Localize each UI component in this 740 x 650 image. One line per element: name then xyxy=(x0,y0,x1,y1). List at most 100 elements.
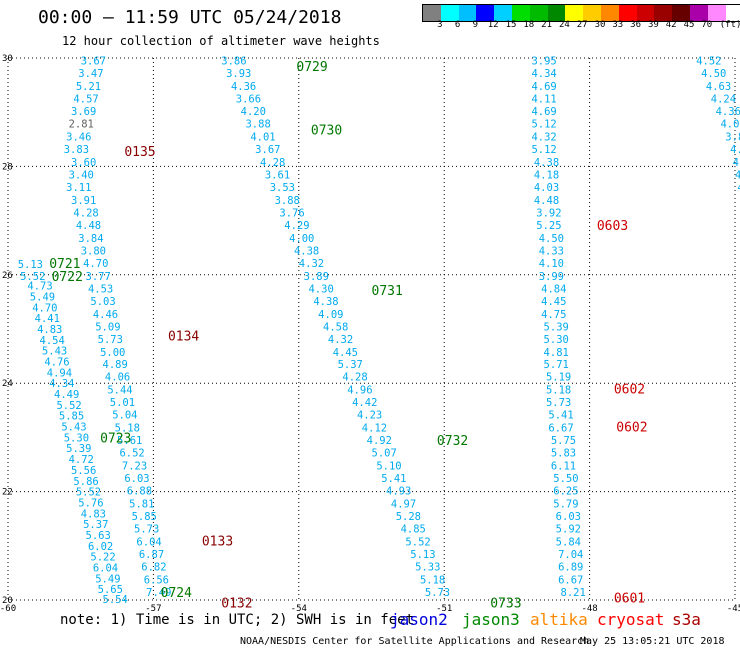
wave-height-value: 3.80 xyxy=(81,245,106,257)
wave-height-value: 4.38 xyxy=(534,157,559,169)
wave-height-value: 4.50 xyxy=(539,233,564,245)
wave-height-value: 4.34 xyxy=(49,378,74,390)
wave-height-value: 4.30 xyxy=(308,283,333,295)
wave-height-value: 5.71 xyxy=(544,359,569,371)
wave-height-value: 4.75 xyxy=(541,309,566,321)
wave-height-value: 5.41 xyxy=(548,410,573,422)
wave-height-value: 3.47 xyxy=(78,68,103,80)
wave-height-value: 4.50 xyxy=(701,68,726,80)
legend-cryosat: cryosat xyxy=(597,610,665,629)
wave-height-value: 5.09 xyxy=(95,321,120,333)
color-swatch xyxy=(600,5,619,21)
wave-height-value: 3.91 xyxy=(71,195,96,207)
wave-height-value: 5.49 xyxy=(30,291,55,303)
pass-time-label: 0729 xyxy=(296,60,327,75)
color-scale-labels: 3 6 9 12 15 18 21 24 27 30 33 36 39 42 45 70 (ft) xyxy=(422,20,740,34)
wave-height-value: 5.18 xyxy=(420,574,445,586)
lon-tick-label: -45 xyxy=(727,604,740,614)
units-note: note: 1) Time is in UTC; 2) SWH is in fe… xyxy=(60,612,415,628)
wave-height-value: 3.46 xyxy=(66,132,91,144)
wave-height-value: 4.09 xyxy=(318,309,343,321)
wave-height-value: 4.92 xyxy=(367,435,392,447)
wave-height-value: 4.57 xyxy=(73,94,98,106)
wave-height-value: 4.69 xyxy=(531,106,556,118)
page-title: 00:00 — 11:59 UTC 05/24/2018 xyxy=(38,7,342,28)
wave-height-value: 4.10 xyxy=(539,258,564,270)
wave-height-value: 7.04 xyxy=(558,549,583,561)
wave-height-value: 5.75 xyxy=(551,435,576,447)
color-swatch xyxy=(636,5,655,21)
wave-height-value: 8.21 xyxy=(561,587,586,599)
wave-height-value: 4.53 xyxy=(88,283,113,295)
lat-tick-label: 22 xyxy=(2,488,13,498)
wave-height-value: 6.67 xyxy=(558,574,583,586)
wave-height-value: 5.63 xyxy=(86,530,111,542)
lat-tick-label: 28 xyxy=(2,162,13,172)
wave-height-value: 4.45 xyxy=(541,296,566,308)
wave-height-value: 6.25 xyxy=(553,486,578,498)
wave-height-value: 5.54 xyxy=(103,594,128,606)
wave-height-value: 4.29 xyxy=(284,220,309,232)
legend-s3a: s3a xyxy=(672,610,701,629)
wave-height-value: 5.73 xyxy=(134,523,159,535)
wave-height-value: 4.70 xyxy=(83,258,108,270)
wave-height-value: 4.32 xyxy=(328,334,353,346)
wave-height-value: 4.70 xyxy=(32,302,57,314)
pass-time-label: 0722 xyxy=(52,270,83,285)
wave-height-value: 4.84 xyxy=(541,283,566,295)
wave-height-value: 5.18 xyxy=(546,385,571,397)
wave-height-value: 5.07 xyxy=(372,448,397,460)
lat-tick-label: 24 xyxy=(2,379,13,389)
lat-tick-label: 26 xyxy=(2,271,13,281)
color-scale-label: 70 xyxy=(701,20,713,30)
wave-height-value: 4.85 xyxy=(401,523,426,535)
color-swatch xyxy=(583,5,601,21)
wave-height-value: 3.84 xyxy=(78,233,103,245)
wave-height-value: 6.02 xyxy=(88,541,113,553)
wave-height-value: 4.33 xyxy=(539,245,564,257)
pass-time-label: 0134 xyxy=(168,330,199,345)
color-swatch xyxy=(707,5,726,21)
wave-height-value: 5.44 xyxy=(107,385,132,397)
color-swatch xyxy=(672,5,690,21)
wave-height-value: 3.53 xyxy=(270,182,295,194)
color-scale-label: 21 xyxy=(541,20,553,30)
wave-height-value: 4.28 xyxy=(73,207,98,219)
wave-height-value: 6.87 xyxy=(139,549,164,561)
wave-height-value: 4.89 xyxy=(103,359,128,371)
wave-height-value: 6.82 xyxy=(141,561,166,573)
wave-height-value: 6.56 xyxy=(144,574,169,586)
credit-line: NOAA/NESDIS Center for Satellite Applica… xyxy=(240,636,590,647)
wave-height-value: 4.93 xyxy=(386,486,411,498)
color-scale-label: 39 xyxy=(647,20,659,30)
page-subtitle: 12 hour collection of altimeter wave hei… xyxy=(62,34,380,48)
color-swatch xyxy=(476,5,495,21)
wave-height-value: 5.85 xyxy=(132,511,157,523)
color-scale-label: 24 xyxy=(558,20,570,30)
wave-height-value: 4.06 xyxy=(105,372,130,384)
wave-height-value: 4.48 xyxy=(76,220,101,232)
wave-height-value: 5.37 xyxy=(338,359,363,371)
wave-height-value: 4.83 xyxy=(81,508,106,520)
wave-height-value: 4.69 xyxy=(531,81,556,93)
wave-height-value: 5.01 xyxy=(110,397,135,409)
wave-height-value: 4.63 xyxy=(706,81,731,93)
wave-height-value: 3.66 xyxy=(236,94,261,106)
color-swatch xyxy=(440,5,459,21)
color-scale-label: 15 xyxy=(505,20,517,30)
wave-height-value: 4.32 xyxy=(299,258,324,270)
wave-height-value: 5.92 xyxy=(556,523,581,535)
lat-tick-label: 30 xyxy=(2,54,13,64)
color-swatch xyxy=(689,5,708,21)
wave-height-value: 5.13 xyxy=(410,549,435,561)
wave-height-value: 4.38 xyxy=(313,296,338,308)
wave-height-value: 4.48 xyxy=(534,195,559,207)
pass-time-label: 0730 xyxy=(311,124,342,139)
pass-time-label: 0721 xyxy=(49,257,80,272)
wave-height-value: 5.83 xyxy=(551,448,576,460)
color-scale-label: 9 xyxy=(472,20,479,30)
wave-height-value: 4.24 xyxy=(711,94,736,106)
color-scale-label: 45 xyxy=(683,20,695,30)
color-swatch xyxy=(511,5,530,21)
wave-height-value: 3.83 xyxy=(725,132,740,144)
